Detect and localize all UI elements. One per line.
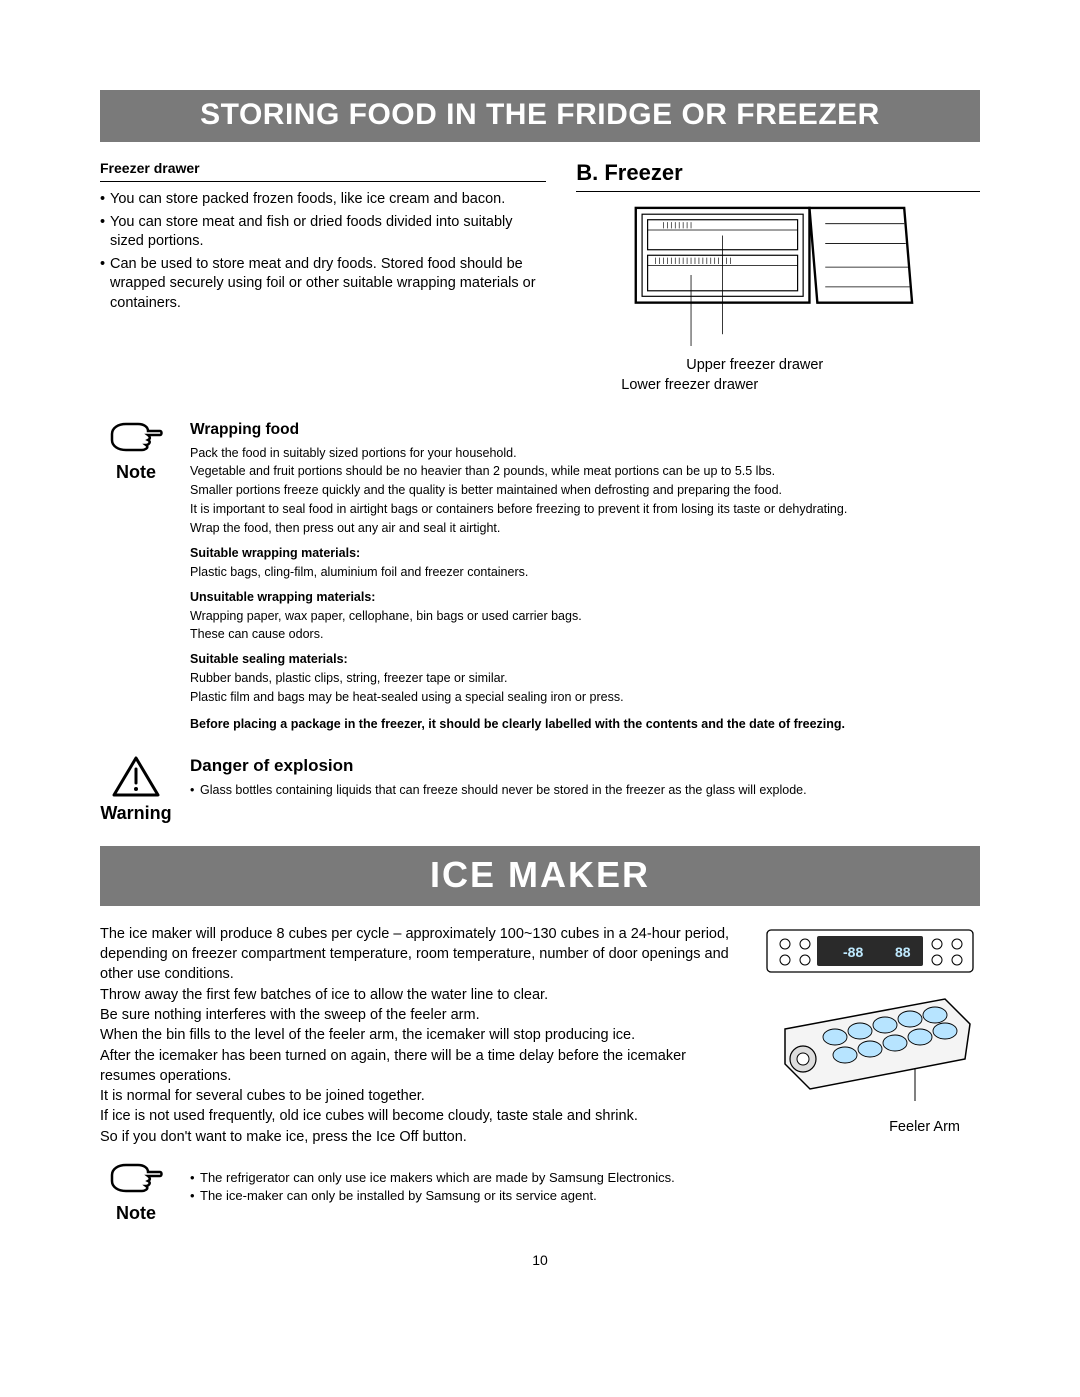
section-banner-icemaker: ICE MAKER (100, 846, 980, 906)
note-line: Rubber bands, plastic clips, string, fre… (190, 670, 980, 687)
ice-line: If ice is not used frequently, old ice c… (100, 1106, 740, 1126)
warning-bullet: Glass bottles containing liquids that ca… (200, 782, 807, 799)
ice-line: When the bin fills to the level of the f… (100, 1025, 740, 1045)
freezer-door (810, 208, 913, 303)
ice-line: After the icemaker has been turned on ag… (100, 1046, 740, 1087)
upper-drawer-label: Upper freezer drawer (576, 355, 980, 375)
note2-icon-col: Note (100, 1161, 172, 1224)
ice-maker-text: The ice maker will produce 8 cubes per c… (100, 924, 740, 1147)
ice-line: The ice maker will produce 8 cubes per c… (100, 924, 740, 985)
ice-maker-row: The ice maker will produce 8 cubes per c… (100, 924, 980, 1147)
warning-tag: Warning (100, 803, 172, 824)
note2-bullet: The ice-maker can only be installed by S… (200, 1187, 597, 1205)
note2-content: •The refrigerator can only use ice maker… (190, 1161, 980, 1224)
ice-line: Throw away the first few batches of ice … (100, 985, 740, 1005)
warning-content: Danger of explosion •Glass bottles conta… (190, 755, 980, 824)
ice-maker-figures: -88 88 (760, 924, 980, 1147)
note-line: Wrap the food, then press out any air an… (190, 520, 980, 537)
suitable-wrapping-heading: Suitable wrapping materials: (190, 545, 980, 562)
feeler-arm-label: Feeler Arm (760, 1119, 980, 1135)
top-two-column: Freezer drawer •You can store packed fro… (100, 160, 980, 396)
freezer-heading: B. Freezer (576, 160, 980, 192)
note-line: It is important to seal food in airtight… (190, 501, 980, 518)
warning-icon-col: Warning (100, 755, 172, 824)
danger-explosion-heading: Danger of explosion (190, 755, 980, 778)
svg-text:-88: -88 (843, 944, 863, 960)
ice-line: So if you don't want to make ice, press … (100, 1127, 740, 1147)
ice-line: It is normal for several cubes to be joi… (100, 1086, 740, 1106)
note-wrapping-food: Note Wrapping food Pack the food in suit… (100, 420, 980, 735)
ice-tray-diagram (765, 989, 975, 1109)
unsuitable-wrapping-heading: Unsuitable wrapping materials: (190, 589, 980, 606)
manual-page: STORING FOOD IN THE FRIDGE OR FREEZER Fr… (0, 0, 1080, 1328)
freezer-drawer-bullets: •You can store packed frozen foods, like… (100, 190, 546, 313)
svg-text:88: 88 (895, 944, 911, 960)
note2-bullet: The refrigerator can only use ice makers… (200, 1169, 675, 1187)
note-icemaker: Note •The refrigerator can only use ice … (100, 1161, 980, 1224)
freezer-callout-labels: Upper freezer drawer Lower freezer drawe… (576, 355, 980, 396)
bullet: •You can store meat and fish or dried fo… (100, 213, 546, 252)
note-line: Pack the food in suitably sized portions… (190, 445, 980, 462)
note-line: These can cause odors. (190, 626, 980, 643)
note-line: Wrapping paper, wax paper, cellophane, b… (190, 608, 980, 625)
note2-tag: Note (100, 1203, 172, 1224)
note-line: Vegetable and fruit portions should be n… (190, 463, 980, 480)
freezer-drawer-diagram (576, 200, 980, 350)
note-line: Plastic bags, cling-film, aluminium foil… (190, 564, 980, 581)
note-line: Smaller portions freeze quickly and the … (190, 482, 980, 499)
warning-triangle-icon (111, 755, 161, 799)
control-panel-diagram: -88 88 (765, 924, 975, 979)
bullet: •Can be used to store meat and dry foods… (100, 255, 546, 314)
bullet: •You can store packed frozen foods, like… (100, 190, 546, 210)
ice-line: Be sure nothing interferes with the swee… (100, 1005, 740, 1025)
page-number: 10 (100, 1252, 980, 1268)
hand-point-icon (108, 1161, 164, 1199)
section-banner-storing: STORING FOOD IN THE FRIDGE OR FREEZER (100, 90, 980, 142)
lower-drawer-label: Lower freezer drawer (576, 375, 980, 395)
warning-explosion: Warning Danger of explosion •Glass bottl… (100, 755, 980, 824)
hand-point-icon (108, 420, 164, 458)
wrapping-food-heading: Wrapping food (190, 420, 980, 441)
freezer-drawer-column: Freezer drawer •You can store packed fro… (100, 160, 546, 396)
freezer-diagram-column: B. Freezer (576, 160, 980, 396)
labelling-bold-line: Before placing a package in the freezer,… (190, 716, 980, 733)
note-content: Wrapping food Pack the food in suitably … (190, 420, 980, 735)
note-icon-col: Note (100, 420, 172, 735)
note-line: Plastic film and bags may be heat-sealed… (190, 689, 980, 706)
suitable-sealing-heading: Suitable sealing materials: (190, 651, 980, 668)
note-tag: Note (100, 462, 172, 483)
freezer-drawer-heading: Freezer drawer (100, 160, 546, 182)
